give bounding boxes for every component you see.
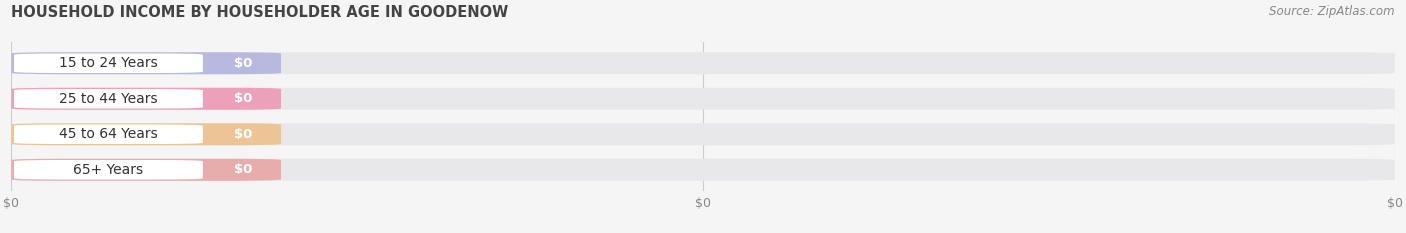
FancyBboxPatch shape bbox=[11, 123, 1395, 145]
Text: $0: $0 bbox=[235, 57, 253, 70]
FancyBboxPatch shape bbox=[14, 124, 202, 144]
FancyBboxPatch shape bbox=[11, 52, 281, 74]
FancyBboxPatch shape bbox=[14, 89, 202, 109]
Text: $0: $0 bbox=[235, 92, 253, 105]
FancyBboxPatch shape bbox=[14, 54, 202, 73]
Text: Source: ZipAtlas.com: Source: ZipAtlas.com bbox=[1270, 5, 1395, 18]
Text: 65+ Years: 65+ Years bbox=[73, 163, 143, 177]
Text: $0: $0 bbox=[235, 128, 253, 141]
Text: 45 to 64 Years: 45 to 64 Years bbox=[59, 127, 157, 141]
FancyBboxPatch shape bbox=[11, 159, 1395, 181]
FancyBboxPatch shape bbox=[14, 160, 202, 179]
FancyBboxPatch shape bbox=[11, 88, 281, 110]
Text: HOUSEHOLD INCOME BY HOUSEHOLDER AGE IN GOODENOW: HOUSEHOLD INCOME BY HOUSEHOLDER AGE IN G… bbox=[11, 5, 509, 20]
FancyBboxPatch shape bbox=[11, 52, 1395, 74]
Text: 15 to 24 Years: 15 to 24 Years bbox=[59, 56, 157, 70]
FancyBboxPatch shape bbox=[11, 88, 1395, 110]
Text: 25 to 44 Years: 25 to 44 Years bbox=[59, 92, 157, 106]
FancyBboxPatch shape bbox=[11, 159, 281, 181]
FancyBboxPatch shape bbox=[11, 123, 281, 145]
Text: $0: $0 bbox=[235, 163, 253, 176]
